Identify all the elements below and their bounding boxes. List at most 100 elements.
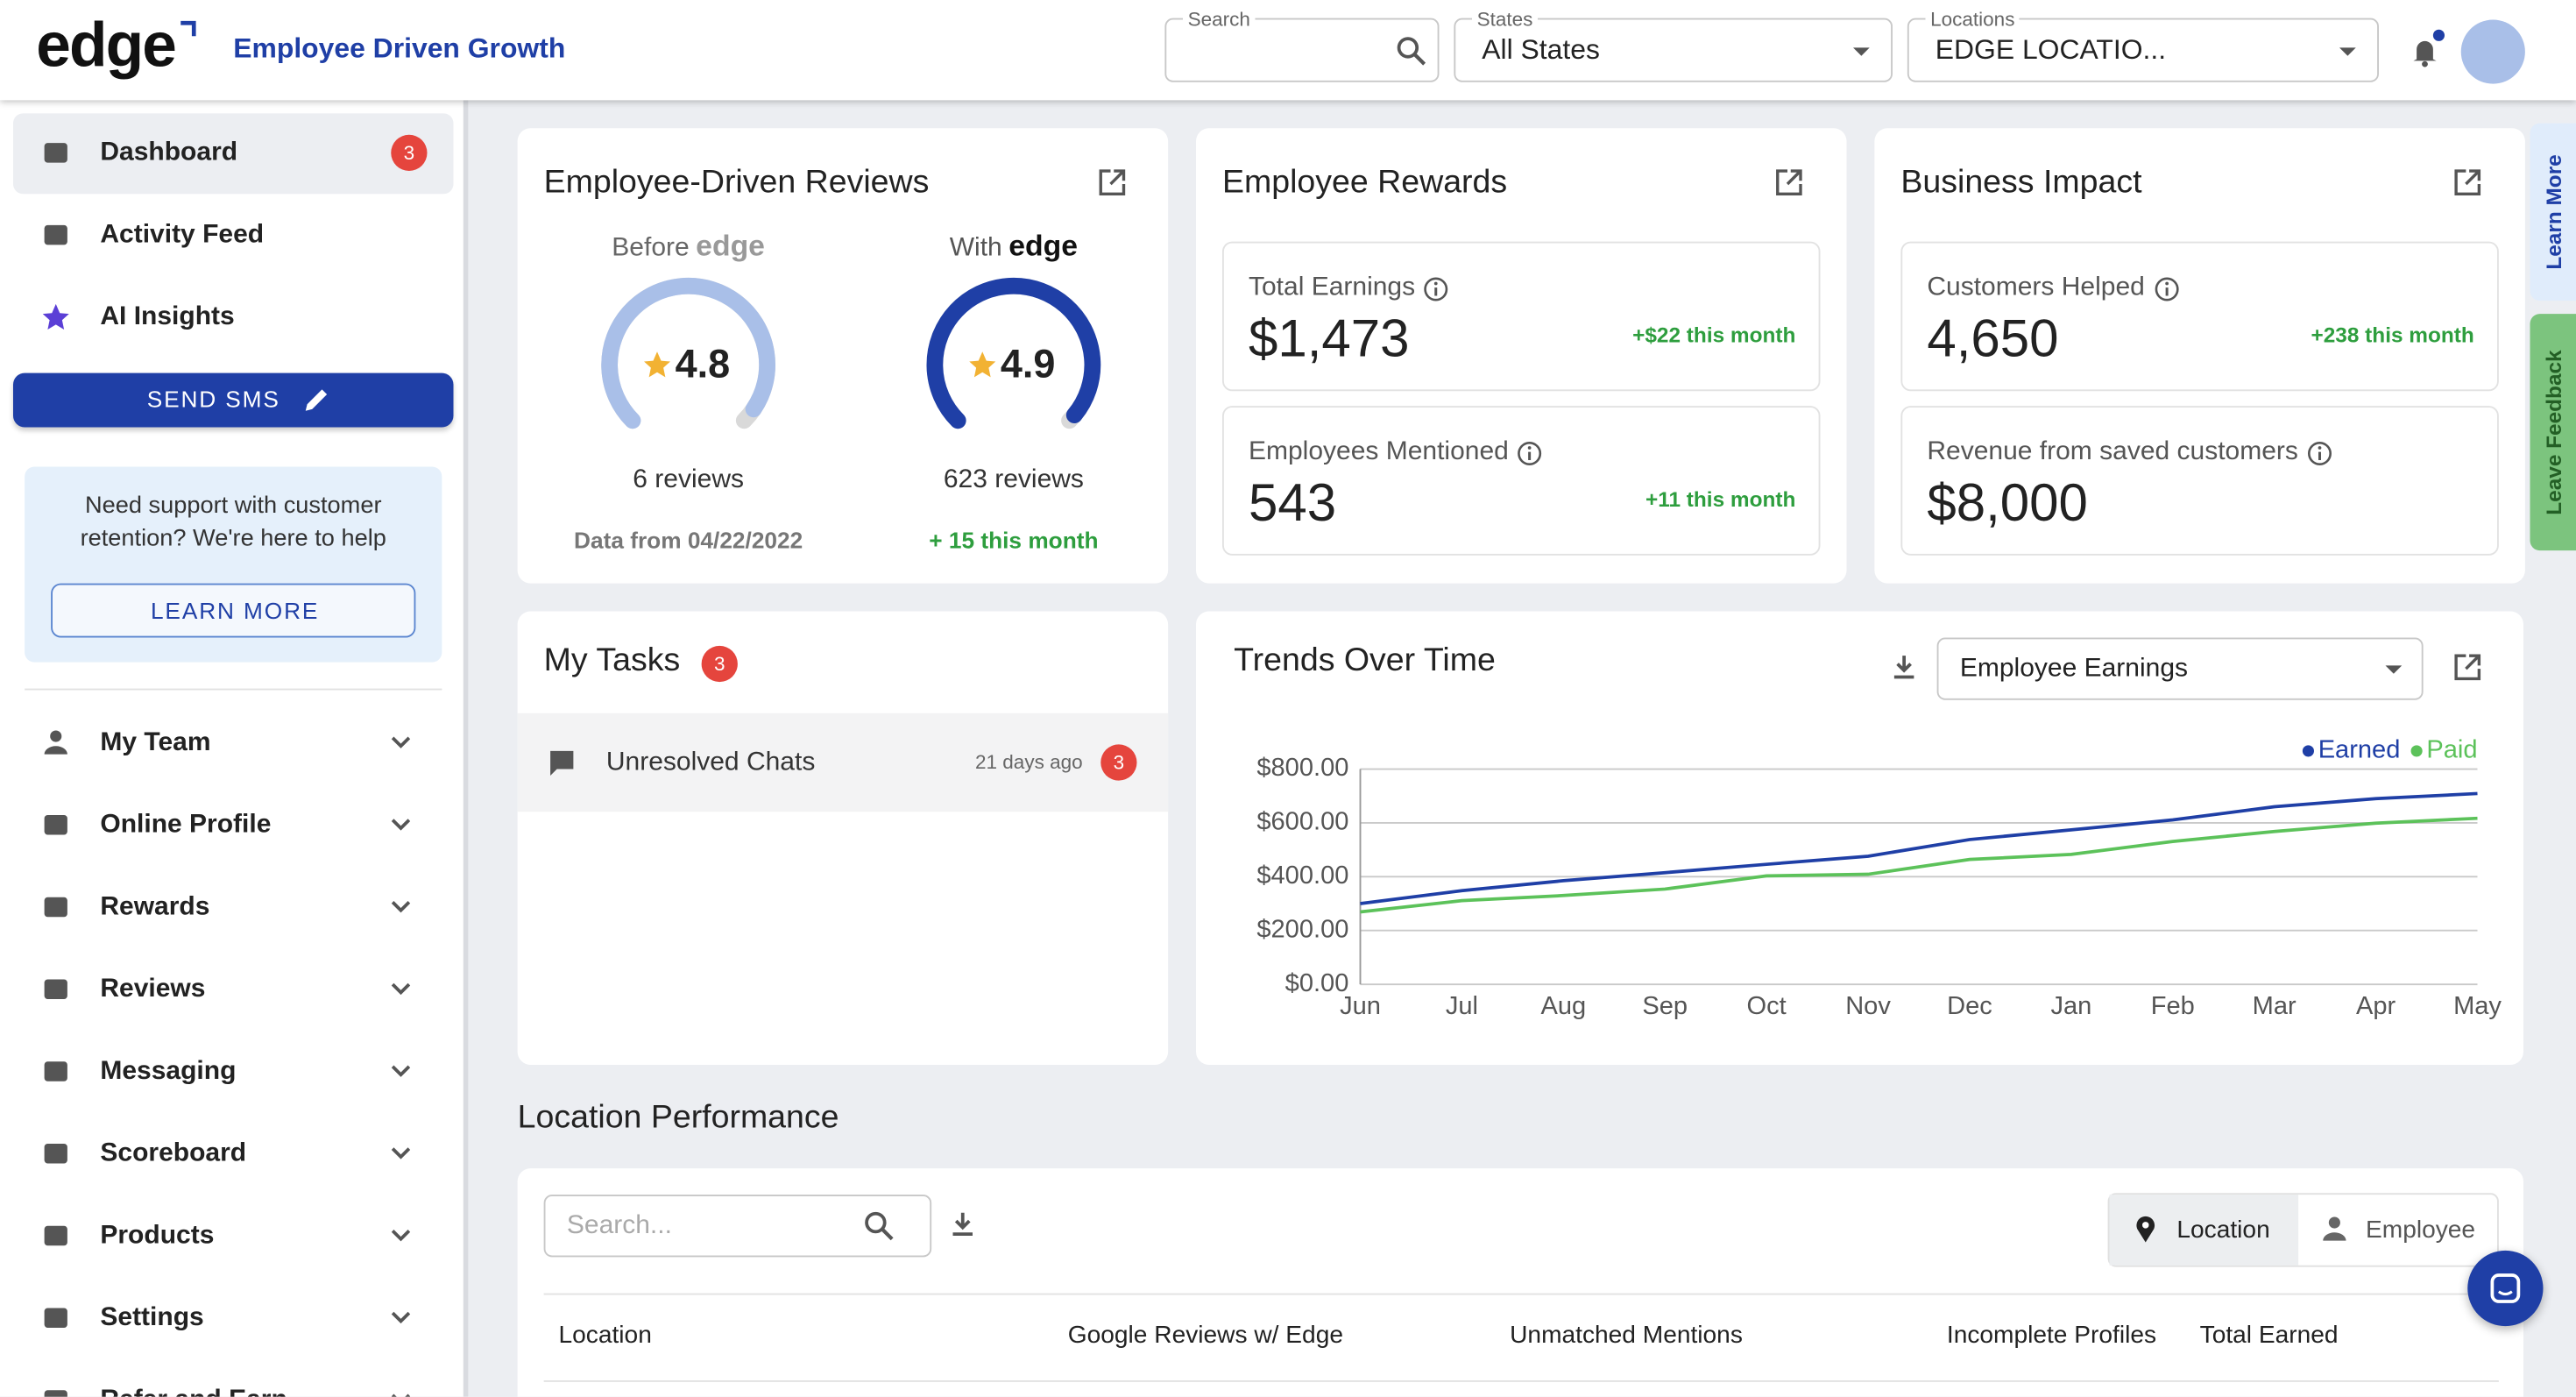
toggle-option[interactable]: Employee [2298, 1195, 2501, 1266]
section-title: Location Performance [517, 1099, 839, 1136]
side-tab[interactable]: Learn More [2530, 123, 2576, 301]
avatar[interactable] [2460, 19, 2525, 84]
menu-icon-part [50, 730, 62, 742]
send-sms-icon [305, 389, 328, 411]
info-icon [1424, 277, 1448, 301]
stat-box: Total Earnings $1,473 +$22 this month [1222, 241, 1821, 392]
column-header[interactable]: Google Reviews w/ Edge [1067, 1321, 1343, 1350]
menu-item[interactable]: Reviews [100, 975, 206, 1003]
nav-item[interactable]: Dashboard [100, 138, 238, 167]
download-icon[interactable] [1887, 651, 1921, 684]
toggle-option[interactable]: Location [2109, 1195, 2299, 1266]
menu-item[interactable]: Settings [100, 1303, 204, 1332]
info-icon [1518, 442, 1542, 465]
search-field-icon [1397, 37, 1426, 66]
menu-chevron [391, 1065, 411, 1077]
chart-title: Trends Over Time [1234, 642, 1496, 679]
gauge-label: With [949, 234, 1002, 263]
metric-select[interactable]: Employee Earnings [1936, 637, 2424, 700]
menu-icon [44, 1390, 67, 1397]
column-header[interactable]: Unmatched Mentions [1510, 1321, 1743, 1350]
x-tick-label: Mar [2253, 992, 2296, 1020]
learn-more-button[interactable]: LEARN MORE [51, 583, 416, 638]
nav-item[interactable]: Activity Feed [100, 221, 265, 249]
reviews-card: Employee-Driven Reviews Before edge 4.8 6 re… [517, 128, 1169, 584]
send-sms-button[interactable]: SEND SMS [13, 372, 454, 428]
menu-item[interactable]: Products [100, 1221, 215, 1250]
chat-launcher-smile [2497, 1290, 2513, 1296]
column-header[interactable]: Location [558, 1321, 652, 1350]
card-title: Employee Rewards [1222, 164, 1508, 201]
stat-value: 543 [1249, 472, 1337, 533]
x-tick-label: May [2453, 992, 2502, 1020]
states-select[interactable]: States All States [1454, 8, 1893, 82]
open-icon[interactable] [1096, 166, 1129, 199]
rating-value: 4.9 [1000, 343, 1056, 387]
series-line [1360, 791, 2478, 905]
menu-item[interactable]: Rewards [100, 892, 210, 921]
logo-mark-path [180, 20, 196, 37]
locations-select[interactable]: Locations EDGE LOCATIO... [1907, 8, 2379, 82]
gauge-heading: With edge [950, 230, 1078, 264]
rating-star-part [969, 351, 996, 378]
gauge-label: Before [612, 234, 690, 263]
support-text: Need support with customer retention? We… [80, 493, 386, 553]
rating-star [969, 351, 996, 378]
tagline: Employee Driven Growth [233, 32, 566, 64]
stat-delta: +$22 this month [1632, 322, 1796, 348]
menu-chevron-part [391, 1311, 411, 1324]
series-line [1360, 816, 2478, 914]
nav-item[interactable]: AI Insights [100, 302, 235, 331]
task-row[interactable]: Unresolved Chats 21 days ago 3 [517, 713, 1169, 812]
open-icon-part [2454, 169, 2481, 195]
tasks-card: My Tasks 3 Unresolved Chats 21 days ago 3 [517, 611, 1169, 1065]
sidebar: Dashboard 3 Activity Feed AI Insights SEND S… [0, 100, 469, 1397]
legend-label: Earned [2318, 736, 2401, 764]
states-select-icon-part [1853, 47, 1870, 56]
info-icon-part [2155, 277, 2179, 301]
business-card: Business Impact Customers Helped 4,650 +238… [1874, 128, 2525, 584]
side-tab[interactable]: Leave Feedback [2530, 314, 2576, 551]
states-select-label: States [1472, 8, 1539, 32]
menu-chevron-part [391, 736, 411, 748]
toggle-icon-part [2328, 1216, 2340, 1229]
search-field[interactable]: Search [1164, 8, 1440, 82]
menu-item[interactable]: Online Profile [100, 811, 272, 840]
open-icon-part [1776, 169, 1802, 195]
menu-item[interactable]: Refer and Earn [100, 1385, 287, 1396]
menu-icon-part [44, 746, 67, 755]
info-icon [2155, 277, 2179, 301]
menu-item[interactable]: Scoreboard [100, 1139, 247, 1168]
x-tick-label: Aug [1540, 992, 1586, 1020]
y-tick-label: $800.00 [1256, 754, 1348, 782]
gauge-heading: Before edge [612, 230, 765, 264]
open-icon[interactable] [2452, 651, 2485, 684]
legend-label: Paid [2426, 736, 2477, 764]
chat-launcher-shape [2490, 1273, 2521, 1303]
table-divider [543, 1380, 2499, 1382]
toggle-label: Location [2176, 1216, 2270, 1245]
menu-item[interactable]: My Team [100, 728, 211, 757]
locations-select-label: Locations [1925, 8, 2020, 32]
chat-launcher[interactable] [2467, 1250, 2544, 1327]
location-search[interactable]: Search... [543, 1195, 932, 1258]
x-tick-label: Jan [2050, 992, 2091, 1020]
x-tick-label: Oct [1747, 992, 1787, 1020]
info-icon-part [1518, 442, 1542, 465]
open-icon-part [1786, 169, 1802, 186]
open-icon[interactable] [2452, 166, 2485, 199]
x-tick-label: Dec [1947, 992, 1992, 1020]
column-header[interactable]: Total Earned [2199, 1321, 2339, 1350]
menu-item[interactable]: Messaging [100, 1057, 237, 1086]
task-badge-text: 3 [1113, 750, 1125, 775]
notifications[interactable] [2409, 34, 2442, 67]
menu-icon-part [44, 979, 67, 999]
column-header[interactable]: Incomplete Profiles [1946, 1321, 2157, 1350]
search-icon-part [881, 1228, 894, 1241]
open-icon[interactable] [1773, 166, 1806, 199]
rating-star [644, 351, 670, 378]
stat-box: Customers Helped 4,650 +238 this month [1900, 241, 2499, 392]
review-note: + 15 this month [929, 527, 1099, 554]
x-tick-label: Sep [1642, 992, 1688, 1020]
download-icon[interactable] [946, 1208, 980, 1241]
